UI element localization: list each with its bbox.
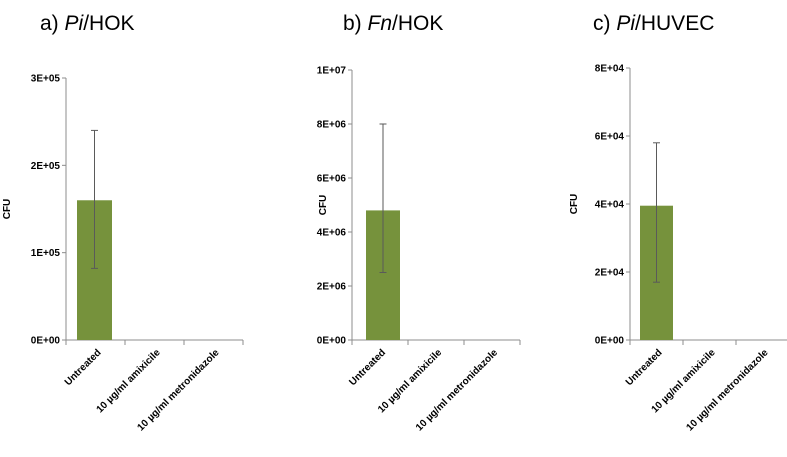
y-axis-title: CFU xyxy=(569,194,580,215)
chart-title-prefix: a) xyxy=(40,12,65,35)
y-tick-label: 2E+04 xyxy=(595,268,625,279)
y-tick-label: 6E+06 xyxy=(317,174,347,185)
y-tick-label: 4E+06 xyxy=(317,228,347,239)
chart-title-organism: Fn xyxy=(368,12,393,35)
x-category-label: Untreated xyxy=(63,347,104,388)
y-tick-label: 8E+06 xyxy=(317,120,347,131)
chart-title: a) Pi/HOK xyxy=(40,12,135,35)
y-tick-label: 1E+05 xyxy=(31,248,61,259)
y-tick-label: 2E+06 xyxy=(317,282,347,293)
y-tick-label: 0E+00 xyxy=(595,336,625,347)
chart-title-cell-type: /HOK xyxy=(83,12,134,35)
y-tick-label: 8E+04 xyxy=(595,64,625,75)
chart-title-organism: Pi xyxy=(616,12,636,35)
y-tick-label: 1E+07 xyxy=(317,66,347,77)
y-axis-title: CFU xyxy=(318,195,329,216)
panel-a: a) Pi/HOK 0E+00 1E+05 2E+05 3E+05 CFU Untreate… xyxy=(2,12,244,433)
y-tick-label: 0E+00 xyxy=(317,336,347,347)
chart-title-cell-type: /HUVEC xyxy=(635,12,714,35)
chart-title-prefix: b) xyxy=(343,12,368,35)
x-category-label: 10 µg/ml amixicile xyxy=(95,347,163,415)
x-category-label: Untreated xyxy=(624,347,665,388)
y-axis-title: CFU xyxy=(2,199,13,220)
y-tick-label: 6E+04 xyxy=(595,132,625,143)
chart-title-cell-type: /HOK xyxy=(392,12,443,35)
y-tick-label: 0E+00 xyxy=(31,336,61,347)
chart-title-prefix: c) xyxy=(593,12,616,35)
panel-c: c) Pi/HUVEC 0E+00 2E+04 4E+04 6E+04 8E+04 CFU U… xyxy=(569,12,787,433)
x-category-label: Untreated xyxy=(347,347,388,388)
chart-title-organism: Pi xyxy=(65,12,85,35)
chart-title: b) Fn/HOK xyxy=(343,12,443,35)
y-tick-label: 4E+04 xyxy=(595,200,625,211)
chart-title: c) Pi/HUVEC xyxy=(593,12,714,35)
y-tick-label: 2E+05 xyxy=(31,161,61,172)
y-tick-label: 3E+05 xyxy=(31,74,61,85)
panel-b: b) Fn/HOK 0E+00 2E+06 4E+06 6E+06 8E+06 1E+07 C… xyxy=(317,12,521,433)
